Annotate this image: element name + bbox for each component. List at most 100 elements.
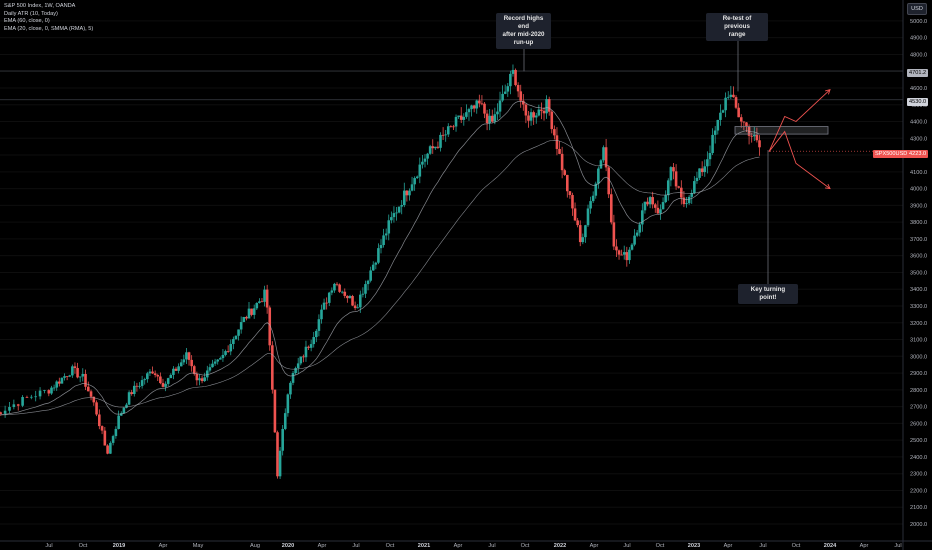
candle-body [555,135,559,149]
candle-body [503,91,507,94]
candle-body [698,168,701,178]
candle-body [392,213,396,218]
currency-button[interactable]: USD [907,3,927,15]
candle-body [63,376,66,378]
candle-body [449,126,453,128]
candle-body [92,396,96,403]
candle-body [708,153,712,160]
candle-body [84,373,87,387]
candle-body [397,206,401,213]
candle-body [237,329,240,336]
candle-body [52,387,56,389]
x-tick-label: Apr [454,543,463,549]
candle-body [200,378,204,382]
candle-body [387,220,391,234]
y-tick-label: 3300.0 [910,304,927,310]
current-symbol-tag: SPX500USD [873,150,910,158]
x-tick-label: 2019 [113,543,125,549]
candle-body [719,112,722,120]
candle-body [682,197,686,205]
candle-body [390,217,393,221]
candle-body [278,450,282,477]
candle-body [86,386,90,392]
x-tick-label: May [193,543,204,549]
candle-body [174,368,178,371]
candle-body [71,366,74,376]
candle-body [140,380,144,386]
candle-body [737,107,740,118]
candle-body [602,147,605,161]
candle-body [309,344,313,348]
candle-body [402,190,406,206]
resistance-zone[interactable] [734,126,829,135]
candle-body [78,376,82,378]
candle-body [195,373,199,381]
y-tick-label: 3600.0 [910,254,927,260]
candle-body [405,190,409,196]
candle-body [229,343,233,352]
candle-body [203,377,206,382]
candle-body [117,415,120,429]
x-tick-label: Aug [250,543,260,549]
candle-body [706,159,709,167]
projection-arrowhead [825,89,831,95]
candle-body [338,284,341,292]
candle-body [103,430,107,446]
candle-body [38,390,42,397]
candle-body [268,307,272,346]
candle-body [258,301,261,303]
candle-body [304,346,308,358]
x-tick-label: Jul [352,543,359,549]
candle-body [726,96,730,98]
candle-body [566,174,569,192]
x-tick-label: Apr [159,543,168,549]
y-tick-label: 4300.0 [910,136,927,142]
candle-body [276,432,279,477]
indicator-ema-60[interactable]: EMA (60, close, 0) [4,18,50,25]
candle-body [153,373,157,376]
y-tick-label: 2000.0 [910,522,927,528]
candle-body [226,351,230,352]
candle-body [50,387,53,394]
turning-point-callout: Key turning point! [738,284,798,304]
candle-body [263,289,266,302]
candle-body [114,428,118,437]
candle-body [322,302,326,310]
candle-body [729,94,733,97]
candle-body [161,383,165,387]
candle-body [428,146,432,154]
candle-body [444,134,447,136]
candle-body [641,210,644,225]
candle-body [111,436,115,443]
x-tick-label: Oct [79,543,88,549]
candle-body [43,390,46,391]
indicator-ema-20[interactable]: EMA (20, close, 0, SMMA (RMA), 5) [4,25,94,32]
candle-body [187,352,191,360]
candle-body [213,361,217,364]
record-high-callout: Record highs end after mid-2020 run-up [496,13,551,49]
candle-body [34,396,37,398]
retest-callout: Re-test of previous range [706,13,768,41]
indicator-atr[interactable]: Daily ATR (10, Today) [4,10,58,17]
candle-body [472,105,476,109]
record-high-price-tag: 4701.2 [907,69,929,77]
x-tick-label: Jul [488,543,495,549]
candle-body [721,110,725,113]
candle-body [73,366,77,369]
candle-body [617,250,621,255]
candle-body [327,292,331,303]
candle-body [550,111,554,130]
retest-price-tag: 4530.0 [907,98,929,106]
candle-body [615,246,618,251]
candle-body [501,93,504,101]
candle-body [127,392,131,405]
candle-body [369,270,372,281]
candle-body [622,252,626,255]
candle-body [441,134,445,136]
candle-body [713,130,717,135]
candle-body [364,284,367,294]
candle-body [758,140,761,148]
candle-body [628,249,631,261]
chart-legend: S&P 500 Index, 1W, OANDA Daily ATR (10, … [4,3,93,33]
